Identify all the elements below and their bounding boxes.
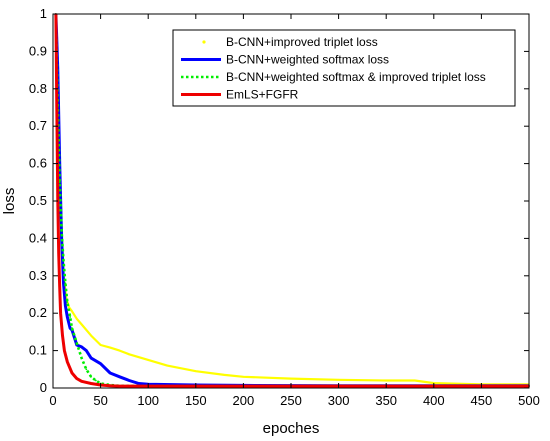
series-2-point [99,362,102,365]
x-tick-label: 100 [137,393,159,408]
series-1-point [80,323,83,326]
series-line-3 [54,13,529,388]
series-2-point [60,237,63,240]
legend-label: B-CNN+improved triplet loss [226,35,378,49]
series-4-point [71,372,73,374]
series-3-point [80,357,83,359]
series-4-point [57,252,60,255]
series-3-point [58,181,61,184]
x-tick-label: 50 [93,393,107,408]
series-2-point [64,304,67,307]
series-1-point [290,377,292,380]
series-1-point [385,379,388,382]
y-tick-label: 0.4 [29,230,47,245]
x-tick-label: 500 [518,393,540,408]
legend: B-CNN+improved triplet loss B-CNN+weighte… [172,29,516,107]
y-tick-label: 0.1 [29,343,47,358]
y-tick-label: 0.2 [29,305,47,320]
series-4-point [59,312,62,315]
x-tick-label: 450 [471,393,493,408]
series-4-point [61,334,64,337]
x-tick-label: 200 [233,393,255,408]
x-tick-label: 0 [49,393,56,408]
series-1-point [223,374,226,376]
series-1-point [71,310,73,313]
series-2-point [80,345,83,348]
series-3-point [90,375,92,378]
series-2-point [62,282,65,285]
y-axis-label: loss [1,188,18,215]
series-1-point [194,370,197,373]
series-2-point [137,382,140,385]
y-tick-label: 0 [40,380,47,395]
series-1-point [128,353,131,356]
series-1-point [147,359,150,361]
series-4-point [55,106,58,109]
series-2-point [109,372,112,374]
series-2-point [85,349,88,352]
series-3-point [60,230,63,232]
series-3-point [75,342,78,345]
series-1-point [99,344,102,346]
series-3-point [85,368,88,371]
series-1-point [413,379,416,382]
series-layer [54,13,530,388]
y-tick-label: 0.6 [29,156,47,171]
series-3-point [62,259,65,262]
series-3-point [64,282,67,285]
series-1-point [109,346,112,349]
x-tick-label: 350 [375,393,397,408]
series-2-point [90,357,92,359]
series-3-point [71,327,73,330]
x-tick-label: 150 [185,393,207,408]
x-tick-label: 300 [328,393,350,408]
y-tick-label: 0.8 [29,81,47,96]
series-1-point [337,378,340,381]
series-1-point [242,375,245,378]
x-axis-label: epoches [263,420,320,437]
series-4-point [66,360,69,363]
series-1-point [166,364,169,367]
x-tick-label: 400 [423,393,445,408]
series-2-point [128,379,131,382]
axis-ticks: 0 50 100 150 200 250 300 350 400 450 500 0 0.1 0.2 0.3… [29,6,540,408]
series-4-point [118,385,121,388]
y-tick-label: 0.7 [29,118,47,133]
series-1-point [90,334,92,337]
legend-swatch [202,40,206,44]
y-tick-label: 0.3 [29,268,47,283]
series-4-point [90,382,92,385]
series-2-point [66,316,69,318]
series-1-point [75,317,78,320]
series-3-point [66,301,69,303]
series-3-point [69,316,72,318]
series-4-point [80,380,83,383]
legend-label: B-CNN+weighted softmax & improved triple… [226,70,486,84]
legend-label: EmLS+FGFR [226,88,299,102]
series-1-point [118,349,121,352]
series-3-point [94,379,97,382]
legend-label: B-CNN+weighted softmax loss [226,53,389,67]
series-2-point [118,375,121,378]
legend-box [172,29,516,107]
series-4-point [63,349,66,352]
x-tick-label: 250 [280,393,302,408]
y-tick-label: 1 [40,6,47,21]
y-tick-label: 0.9 [29,43,47,58]
y-tick-label: 0.5 [29,193,47,208]
series-4-point [58,286,61,288]
series-1-point [68,306,71,309]
series-4-point [109,384,112,387]
series-4-point [75,377,78,380]
series-2-point [69,327,72,330]
